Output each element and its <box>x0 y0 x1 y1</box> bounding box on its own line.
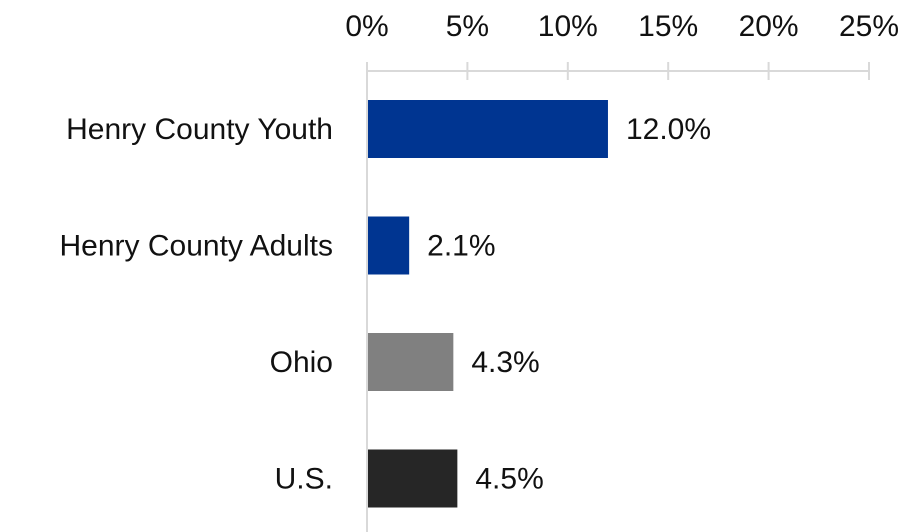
x-tick-label: 20% <box>739 10 799 43</box>
y-tick-label: Ohio <box>270 346 333 379</box>
value-label: 4.5% <box>475 462 543 495</box>
x-tick-label: 25% <box>839 10 899 43</box>
x-tick-label: 15% <box>638 10 698 43</box>
y-tick-label: U.S. <box>275 462 333 495</box>
value-label: 12.0% <box>626 113 711 146</box>
bar <box>367 333 454 391</box>
bar <box>367 449 458 508</box>
x-tick-label: 10% <box>538 10 598 43</box>
bar <box>367 216 410 275</box>
y-tick-label: Henry County Youth <box>66 113 333 146</box>
y-tick-label: Henry County Adults <box>60 229 333 262</box>
value-label: 2.1% <box>427 229 495 262</box>
value-label: 4.3% <box>471 346 539 379</box>
bar <box>367 100 608 158</box>
x-tick-label: 5% <box>446 10 489 43</box>
x-tick-label: 0% <box>345 10 388 43</box>
